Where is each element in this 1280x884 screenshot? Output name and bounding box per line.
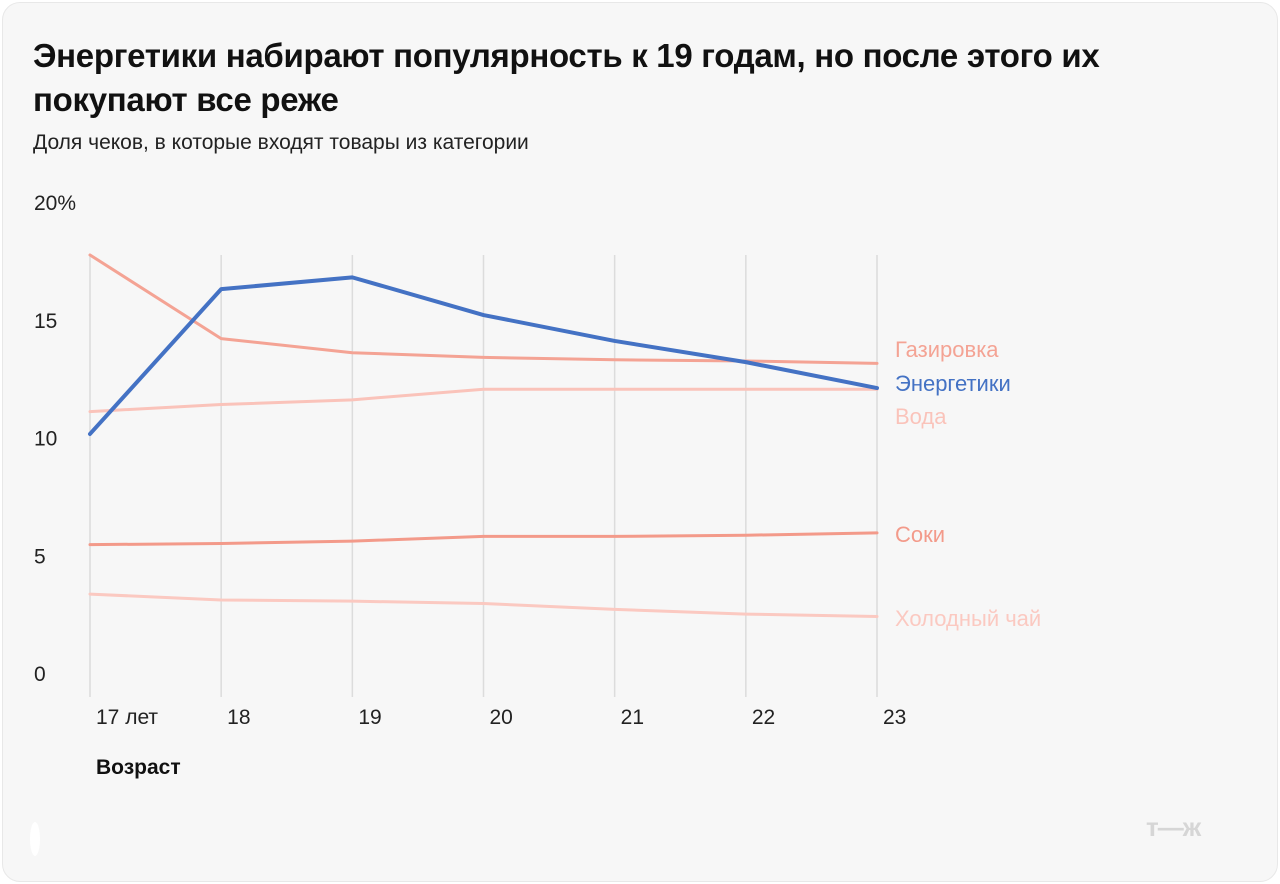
x-tick-label: 21	[621, 706, 644, 729]
chart-title: Энергетики набирают популярность к 19 го…	[33, 37, 1100, 118]
x-tick-label: 18	[227, 706, 250, 729]
x-axis-label: Возраст	[96, 756, 181, 779]
series-label-4: Холодный чай	[895, 606, 1041, 631]
x-tick-label: 22	[752, 706, 775, 729]
series-label-3: Соки	[895, 522, 945, 547]
series-line-1	[88, 275, 879, 436]
x-tick-label: 23	[883, 706, 906, 729]
series-label-1: Энергетики	[895, 371, 1011, 396]
series-label-2: Вода	[895, 404, 947, 429]
y-tick-label: 10	[34, 428, 57, 451]
x-tick-label: 19	[358, 706, 381, 729]
tj-logo: т—ж	[1146, 812, 1201, 842]
series-line-4	[88, 592, 879, 618]
chart-subtitle: Доля чеков, в которые входят товары из к…	[33, 131, 529, 154]
series-line-2	[88, 387, 879, 414]
y-tick-label: 20%	[34, 192, 76, 215]
series-label-0: Газировка	[895, 337, 999, 362]
y-tick-label: 5	[34, 545, 46, 568]
y-tick-label: 0	[34, 663, 46, 686]
x-tick-label: 17 лет	[96, 706, 158, 729]
x-tick-label: 20	[490, 706, 513, 729]
logo-mark-icon	[30, 822, 40, 856]
series-line-3	[88, 531, 879, 547]
y-tick-label: 15	[34, 310, 57, 333]
